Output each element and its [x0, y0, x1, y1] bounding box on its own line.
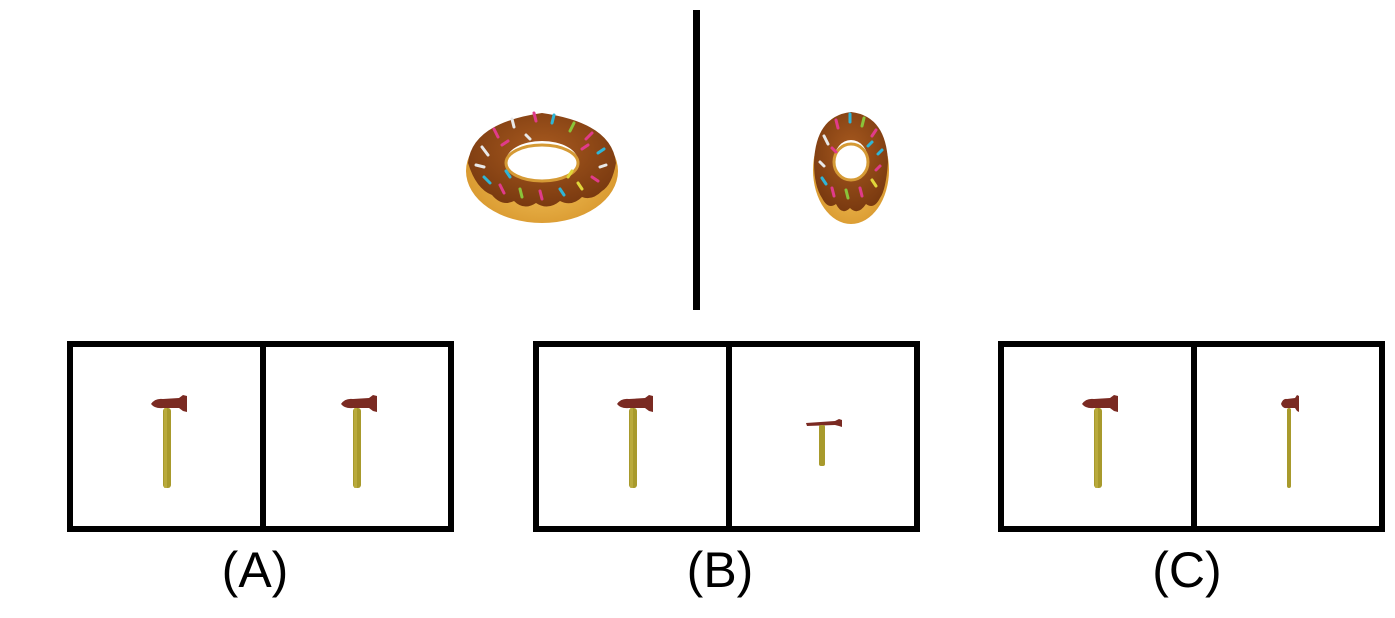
option-b-panel[interactable]	[533, 341, 920, 532]
option-c-label: (C)	[1152, 542, 1222, 598]
option-a-panel[interactable]	[67, 341, 454, 532]
reference-left-donut	[462, 105, 622, 227]
option-c-divider	[1191, 347, 1197, 526]
reference-right-donut	[810, 106, 892, 226]
option-b-divider	[726, 347, 732, 526]
option-a-left-hammer	[149, 394, 189, 488]
option-a-label: (A)	[221, 542, 289, 598]
reference-divider	[693, 10, 700, 310]
option-c-panel[interactable]	[998, 341, 1385, 532]
option-a-divider	[260, 347, 266, 526]
option-c-right-hammer	[1280, 394, 1300, 488]
option-b-left-hammer	[615, 394, 655, 488]
option-b-right-hammer	[805, 417, 843, 467]
option-a-right-hammer	[339, 394, 379, 488]
option-b-label: (B)	[686, 542, 754, 598]
option-c-left-hammer	[1080, 394, 1120, 488]
